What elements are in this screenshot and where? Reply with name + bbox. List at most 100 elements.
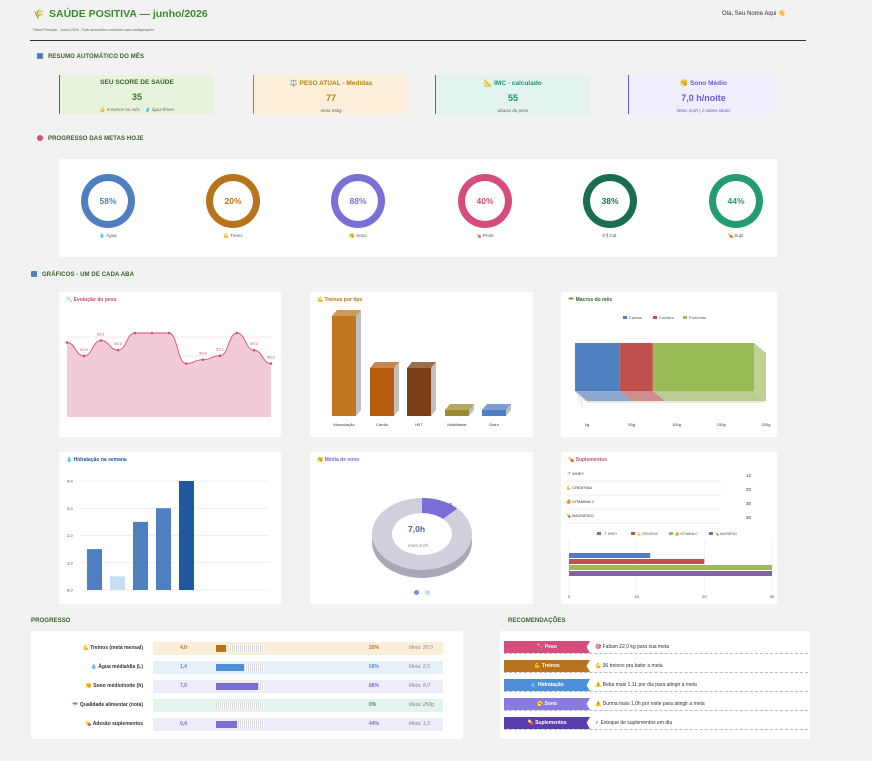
recommendation-text: 💪 36 treinos pra bater a meta (595, 663, 663, 669)
progress-row-bg (153, 642, 443, 655)
recommendation-tag: 💧 Hidratação (504, 679, 590, 691)
progress-meta: Meta: 8,0 (409, 683, 430, 689)
progress-label: 🥗 Qualidade alimentar (nota) (72, 702, 143, 708)
tick-label: HIIT (415, 422, 423, 427)
bar-top (370, 362, 399, 368)
recommendation-text: ⚠️ Beba mais 1,1L por dia para atingir a… (595, 682, 697, 688)
progress-row: 🥱 Sono médio/noite (h) 7,0 88% Meta: 8,0 (35, 680, 453, 693)
recommendation-tag: 🥱 Sono (504, 698, 590, 710)
macros-bar-chart: Carbos Gordura Proteínas 0g 50g 100g 150g 200g (575, 315, 770, 427)
chart-title: 📉 Evolução do peso (66, 297, 117, 303)
section-charts: GRÁFICOS - UM DE CADA ABA (31, 271, 134, 278)
data-label: 52,1 (216, 347, 225, 352)
bar (569, 565, 772, 570)
progress-label: 💧 Água média/dia (L) (90, 664, 143, 670)
tick-label: 0 (568, 594, 571, 599)
progress-bar-fill (216, 721, 238, 728)
tick-label: Mobilidade (447, 422, 467, 427)
section-summary: RESUMO AUTOMÁTICO DO MÊS (37, 53, 144, 60)
page-subtitle: Painel Principal - Junho 2026 - Tudo aut… (33, 28, 155, 32)
bar-top (482, 404, 511, 410)
stack-bottom (619, 391, 665, 401)
goal-ring: 88% (331, 174, 385, 228)
bar-side (431, 362, 436, 416)
legend-swatch (709, 532, 713, 535)
data-label: 50,0 (199, 351, 208, 356)
goal-ring: 38% (583, 174, 637, 228)
value-label: 30 (746, 515, 752, 520)
legend-label: 💊 MAGNÉSIO (715, 531, 738, 536)
chart-icon (31, 271, 37, 277)
bar-side (394, 362, 399, 416)
goal-ring-percent: 58% (88, 181, 128, 221)
training-bar-chart: Musculação Cardio HIIT Mobilidade Outro (332, 310, 511, 427)
data-label: 48,0 (267, 355, 276, 360)
category-label: 🍊 VITAMINA C (566, 499, 595, 504)
recommendation-text: 🎯 Faltam 22,0 kg para sua meta (595, 644, 670, 650)
tick-label: 0g (585, 422, 589, 427)
kpi-health-score: SEU SCORE DE SAÚDE 35 💪 4 treinos no mês… (59, 75, 214, 114)
recommendation-row: 🍗 Peso 🎯 Faltam 22,0 kg para sua meta (504, 641, 808, 654)
data-point (201, 358, 205, 362)
bar (445, 410, 469, 416)
bar (87, 549, 102, 590)
chart-title: 💪 Treinos por tipo (317, 297, 363, 303)
data-point (133, 331, 137, 335)
progress-bar-fill (216, 664, 244, 671)
greeting: Olá, Seu Nome Aqui 👋 (722, 11, 786, 17)
data-point (65, 341, 69, 344)
chart-title: 💧 Hidratação na semana (66, 457, 127, 463)
chart-hydration: 💧 Hidratação na semana 0,0 1,0 2,0 3,0 4,0 (59, 452, 281, 604)
tick-label: 20 (702, 594, 707, 599)
progress-value: 4,0 (180, 645, 187, 651)
progress-label: 🥱 Sono médio/noite (h) (85, 683, 143, 689)
progress-label: 💪 Treinos (meta mensal) (82, 645, 143, 651)
data-label: 55,0 (114, 341, 123, 346)
bar-side (506, 404, 511, 416)
stack-side (754, 343, 766, 401)
bar (370, 368, 394, 416)
donut-center-value: 7,0h (408, 524, 426, 534)
chart-title: 🥱 Média de sono (317, 457, 360, 463)
tick-label: 4,0 (67, 479, 73, 484)
goal-ring: 58% (81, 174, 135, 228)
category-label: 🍼 WHEY (566, 471, 584, 476)
progress-bar-fill (216, 683, 259, 690)
recommendation-row: 💧 Hidratação ⚠️ Beba mais 1,1L por dia p… (504, 679, 808, 692)
progress-meta: Meta: 20,0 (409, 645, 433, 651)
pager-dot[interactable] (425, 590, 430, 595)
recommendation-row: 💊 Suplementos ✓ Estoque de suplementos e… (504, 717, 808, 730)
progress-bar (216, 702, 264, 709)
stack-bottom (652, 391, 766, 401)
chart-supplements: 💊 Suplementos 🍼 WHEY 12 💪 CREATINA 20 🍊 VITA… (561, 452, 777, 604)
section-recs: RECOMENDAÇÕES (508, 618, 566, 624)
recommendation-text: ⚠️ Durma mais 1,0h por noite para atingi… (595, 701, 705, 707)
data-label: 55,0 (250, 341, 259, 346)
data-point (218, 354, 222, 358)
goal-ring-percent: 38% (590, 181, 630, 221)
goal-ring-label: 🥱 Sono (349, 233, 367, 238)
tick-label: 100g (672, 422, 681, 427)
goal-ring-percent: 20% (213, 181, 253, 221)
bar-side (469, 404, 474, 416)
pager-dot-active[interactable] (414, 590, 419, 595)
tick-label: 3,0 (67, 506, 73, 511)
recommendation-tag: 🍗 Peso (504, 641, 590, 653)
legend-label: 🍊 VITAMINA C (675, 532, 698, 536)
progress-percent: 58% (369, 664, 380, 670)
legend-label: Proteínas (689, 315, 706, 320)
recommendation-text: ✓ Estoque de suplementos em dia (595, 720, 673, 726)
progress-bar (216, 721, 264, 728)
progress-bar-fill (216, 645, 226, 652)
tick-label: 50g (628, 422, 635, 427)
weight-area-chart: 52,0 60,1 55,0 50,0 52,1 55,0 48,0 (65, 331, 276, 417)
chart-weight: 📉 Evolução do peso 52,0 60,1 55,0 50,0 52,1 5… (59, 292, 281, 437)
tick-label: Cardio (376, 422, 389, 427)
section-goals: PROGRESSO DAS METAS HOJE (37, 135, 144, 142)
value-label: 20 (746, 487, 752, 492)
value-label: 30 (746, 501, 752, 506)
category-label: 💪 CREATINA (566, 485, 592, 490)
data-label: 60,1 (97, 331, 106, 336)
tick-label: 150g (717, 422, 726, 427)
progress-row: 🥗 Qualidade alimentar (nota) 0% Meta: 25… (35, 699, 453, 712)
